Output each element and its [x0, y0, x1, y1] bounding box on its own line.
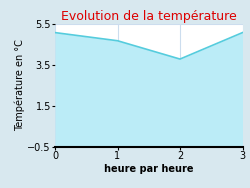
- X-axis label: heure par heure: heure par heure: [104, 164, 194, 174]
- Y-axis label: Température en °C: Température en °C: [14, 40, 24, 131]
- Title: Evolution de la température: Evolution de la température: [61, 10, 236, 23]
